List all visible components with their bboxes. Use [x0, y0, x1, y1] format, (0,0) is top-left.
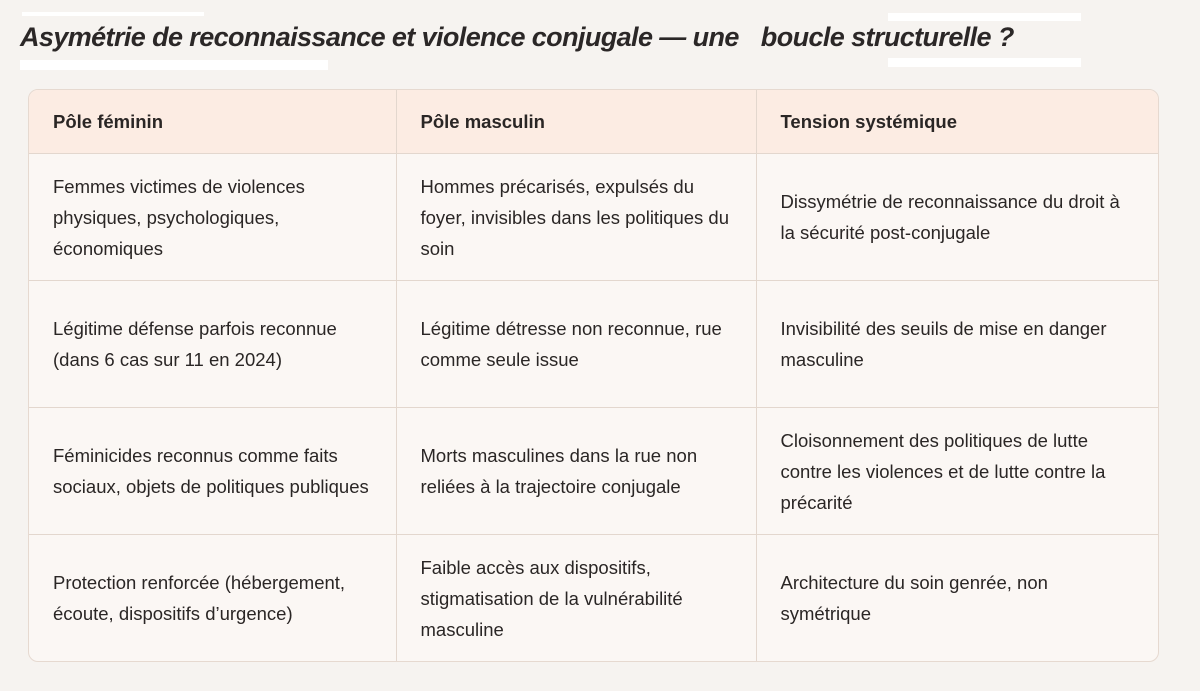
- table-row: Féminicides reconnus comme faits sociaux…: [29, 407, 1158, 535]
- table-cell: Légitime défense parfois reconnue (dans …: [29, 280, 397, 408]
- page-title: Asymétrie de reconnaissance et violence …: [20, 22, 1014, 53]
- highlight-mark: [22, 12, 204, 16]
- table-row: Légitime défense parfois reconnue (dans …: [29, 280, 1158, 408]
- table-cell: Invisibilité des seuils de mise en dange…: [755, 280, 1158, 408]
- table-cell: Morts masculines dans la rue non reliées…: [395, 407, 757, 535]
- title-part-1: Asymétrie de reconnaissance et violence …: [20, 22, 739, 52]
- table-cell: Architecture du soin genrée, non symétri…: [755, 534, 1158, 661]
- column-header: Pôle féminin: [29, 90, 397, 154]
- table-row: Femmes victimes de violences physiques, …: [29, 153, 1158, 281]
- table-cell: Dissymétrie de reconnaissance du droit à…: [755, 153, 1158, 281]
- table-cell: Protection renforcée (hébergement, écout…: [29, 534, 397, 661]
- highlight-mark: [888, 13, 1081, 21]
- comparison-table: Pôle féminin Pôle masculin Tension systé…: [28, 89, 1159, 662]
- column-header: Tension systémique: [755, 90, 1158, 154]
- table-cell: Hommes précarisés, expulsés du foyer, in…: [395, 153, 757, 281]
- table-cell: Cloisonnement des politiques de lutte co…: [755, 407, 1158, 535]
- highlight-mark: [20, 60, 328, 70]
- table-cell: Légitime détresse non reconnue, rue comm…: [395, 280, 757, 408]
- table-cell: Femmes victimes de violences physiques, …: [29, 153, 397, 281]
- table-cell: Féminicides reconnus comme faits sociaux…: [29, 407, 397, 535]
- title-part-2: boucle structurelle ?: [760, 22, 1015, 52]
- table-row: Protection renforcée (hébergement, écout…: [29, 534, 1158, 661]
- table-cell: Faible accès aux dispositifs, stigmatisa…: [395, 534, 757, 661]
- column-header: Pôle masculin: [395, 90, 757, 154]
- highlight-mark: [888, 58, 1081, 67]
- table-header-row: Pôle féminin Pôle masculin Tension systé…: [29, 90, 1158, 154]
